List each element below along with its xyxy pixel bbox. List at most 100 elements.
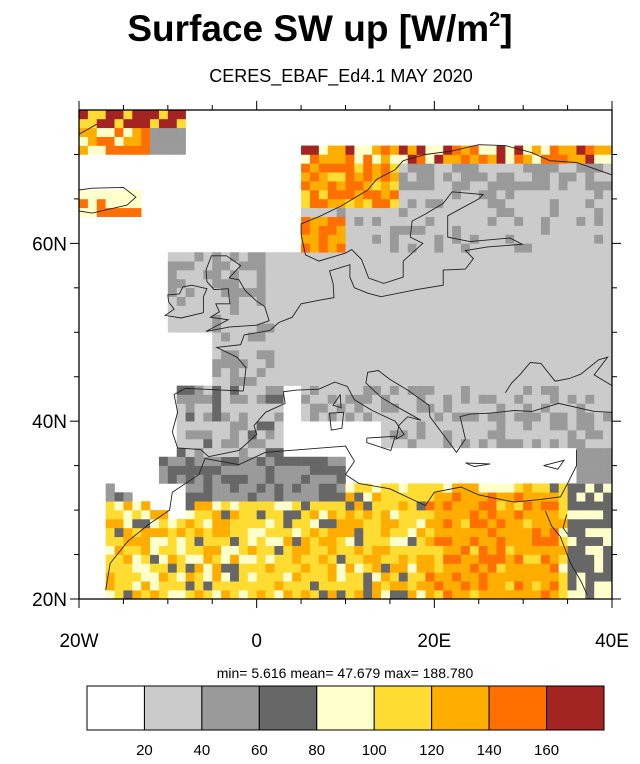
- data-cell: [158, 474, 169, 484]
- data-cell: [425, 270, 435, 280]
- data-cell: [247, 590, 257, 599]
- data-cell: [301, 474, 311, 484]
- data-cell: [398, 163, 408, 173]
- data-cell: [318, 172, 329, 182]
- data-cell: [514, 501, 524, 511]
- data-cell: [594, 234, 604, 244]
- data-cell: [372, 296, 382, 306]
- data-cell: [114, 527, 124, 538]
- data-cell: [416, 438, 426, 449]
- data-cell: [274, 447, 284, 458]
- data-cell: [576, 145, 586, 155]
- data-cell: [469, 421, 480, 431]
- data-cell: [496, 501, 506, 511]
- data-cell: [594, 270, 604, 280]
- data-cell: [540, 438, 551, 449]
- data-cell: [416, 554, 426, 564]
- data-cell: [247, 367, 257, 378]
- data-cell: [132, 190, 142, 200]
- data-cell: [212, 296, 222, 306]
- data-cell: [327, 314, 337, 324]
- data-cell: [354, 190, 364, 200]
- data-cell: [114, 136, 124, 146]
- data-cell: [576, 376, 586, 386]
- data-cell: [194, 287, 204, 298]
- data-cell: [363, 332, 373, 342]
- data-cell: [594, 590, 604, 599]
- data-cell: [443, 145, 453, 155]
- data-cell: [416, 483, 426, 493]
- data-cell: [221, 447, 231, 458]
- data-cell: [567, 376, 577, 386]
- data-cell: [185, 527, 195, 538]
- data-cell: [514, 154, 524, 164]
- data-cell: [176, 447, 186, 458]
- data-cell: [256, 394, 266, 404]
- data-cell: [363, 243, 373, 253]
- data-cell: [247, 358, 257, 369]
- data-cell: [434, 243, 444, 253]
- data-cell: [345, 154, 355, 164]
- data-cell: [185, 492, 195, 502]
- data-cell: [150, 581, 160, 591]
- data-cell: [292, 323, 302, 333]
- data-cell: [256, 403, 266, 413]
- data-cell: [389, 181, 400, 191]
- data-cell: [523, 412, 533, 422]
- data-cell: [345, 572, 355, 582]
- data-cell: [398, 510, 408, 520]
- data-cell: [567, 145, 577, 155]
- data-cell: [176, 118, 186, 129]
- data-cell: [345, 590, 355, 599]
- data-cell: [176, 323, 186, 333]
- data-cell: [221, 350, 231, 360]
- data-cell: [478, 590, 488, 599]
- data-cell: [114, 198, 124, 209]
- data-cell: [230, 465, 240, 475]
- data-cell: [594, 323, 604, 333]
- data-cell: [354, 261, 364, 271]
- data-cell: [238, 296, 249, 306]
- data-cell: [212, 350, 222, 360]
- data-cell: [416, 181, 426, 191]
- data-cell: [505, 341, 515, 351]
- axis-ticks: [70, 101, 621, 608]
- data-cell: [540, 332, 551, 342]
- data-cell: [496, 403, 506, 413]
- data-cell: [434, 572, 444, 582]
- data-cell: [407, 207, 417, 217]
- data-cell: [247, 554, 257, 564]
- data-cell: [478, 252, 488, 262]
- data-cell: [416, 367, 426, 378]
- data-cell: [585, 314, 595, 324]
- data-cell: [478, 545, 488, 555]
- data-cell: [150, 545, 160, 555]
- data-cell: [185, 385, 195, 395]
- data-cell: [363, 572, 373, 582]
- data-cell: [460, 510, 471, 520]
- data-cell: [540, 403, 551, 413]
- data-cell: [185, 403, 195, 413]
- data-cell: [194, 438, 204, 449]
- data-cell: [221, 412, 231, 422]
- data-cell: [407, 305, 417, 315]
- data-cell: [434, 510, 444, 520]
- data-cell: [363, 563, 373, 573]
- data-cell: [230, 421, 240, 431]
- data-cell: [585, 358, 595, 369]
- data-cell: [416, 581, 426, 591]
- data-cell: [398, 483, 408, 493]
- data-cell: [221, 430, 231, 440]
- data-cell: [434, 367, 444, 378]
- data-cell: [327, 350, 337, 360]
- data-cell: [96, 190, 106, 200]
- data-cell: [381, 341, 391, 351]
- data-cell: [372, 518, 382, 529]
- data-cell: [487, 172, 497, 182]
- data-cell: [318, 145, 329, 155]
- data-cell: [585, 323, 595, 333]
- data-cell: [372, 163, 382, 173]
- data-cell: [585, 252, 595, 262]
- data-cell: [345, 376, 355, 386]
- data-cell: [398, 216, 408, 226]
